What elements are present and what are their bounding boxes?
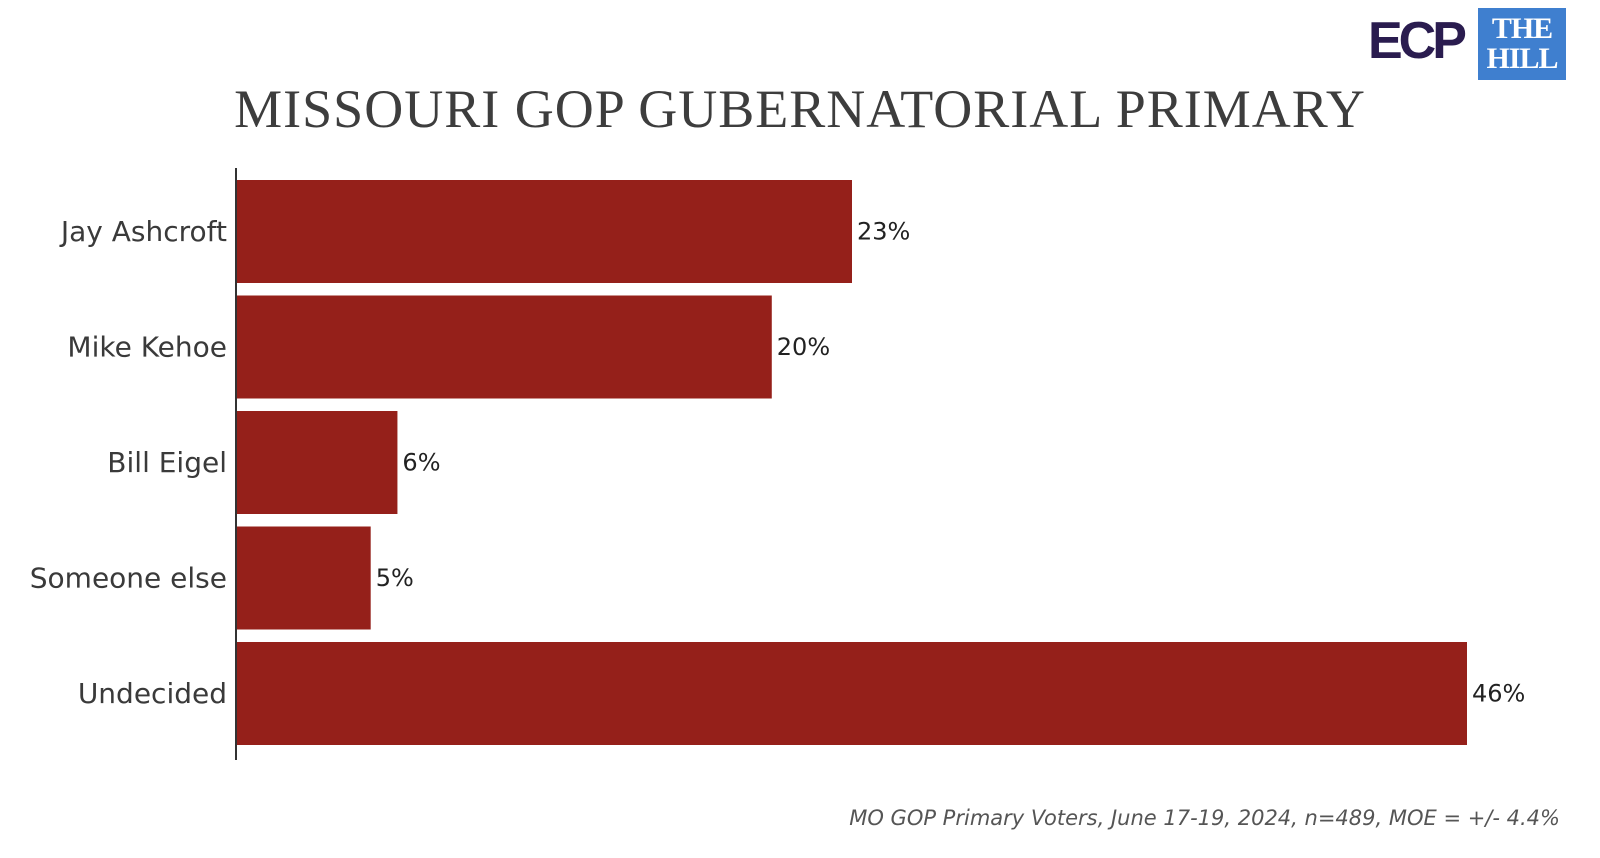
category-label: Someone else xyxy=(30,562,227,595)
chart-title: MISSOURI GOP GUBERNATORIAL PRIMARY xyxy=(234,79,1366,139)
value-label: 5% xyxy=(376,564,414,592)
value-label: 20% xyxy=(777,333,830,361)
bar xyxy=(237,295,772,399)
category-label: Bill Eigel xyxy=(107,446,227,479)
value-label: 6% xyxy=(402,449,440,477)
bar xyxy=(237,642,1467,745)
ecp-logo-text: ECP xyxy=(1368,12,1467,70)
value-label: 23% xyxy=(857,218,910,246)
value-label: 46% xyxy=(1472,680,1525,708)
category-label: Jay Ashcroft xyxy=(59,215,227,248)
bar xyxy=(237,411,398,514)
bar xyxy=(237,180,852,283)
category-label: Undecided xyxy=(78,677,227,710)
the-hill-logo-line1: THE xyxy=(1491,12,1553,45)
the-hill-logo-line2: HILL xyxy=(1486,42,1558,75)
the-hill-logo: THE HILL xyxy=(1478,8,1566,80)
category-label: Mike Kehoe xyxy=(67,331,227,364)
ecp-logo: ECP xyxy=(1368,12,1467,70)
bar xyxy=(237,526,371,630)
footnote: MO GOP Primary Voters, June 17-19, 2024,… xyxy=(849,806,1560,830)
